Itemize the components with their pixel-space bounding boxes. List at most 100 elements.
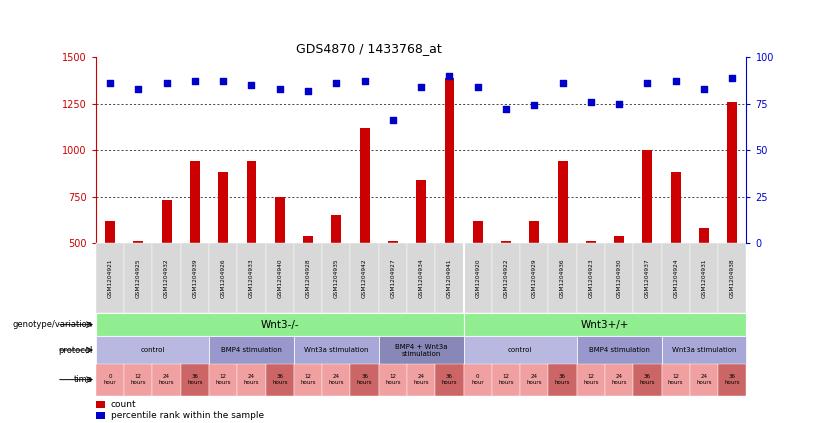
- Point: [132, 85, 145, 92]
- Point: [726, 74, 739, 81]
- Bar: [96, 243, 124, 313]
- Bar: [190, 161, 200, 336]
- Bar: [464, 364, 492, 396]
- Text: GSM1204942: GSM1204942: [362, 258, 367, 298]
- Bar: [605, 243, 633, 313]
- Text: GSM1204940: GSM1204940: [277, 258, 282, 298]
- Text: GSM1204938: GSM1204938: [730, 258, 735, 298]
- Bar: [492, 364, 520, 396]
- Text: 24
hours: 24 hours: [329, 374, 344, 385]
- Point: [386, 117, 399, 124]
- Text: GSM1204937: GSM1204937: [645, 258, 650, 298]
- Text: Wnt3a stimulation: Wnt3a stimulation: [304, 347, 369, 353]
- Bar: [105, 221, 115, 336]
- Point: [188, 78, 202, 85]
- Bar: [388, 242, 398, 336]
- Bar: [614, 236, 624, 336]
- Bar: [549, 364, 577, 396]
- Bar: [322, 364, 350, 396]
- Bar: [265, 243, 294, 313]
- Text: GSM1204928: GSM1204928: [305, 258, 310, 298]
- Point: [528, 102, 541, 109]
- Text: 36
hours: 36 hours: [640, 374, 656, 385]
- Bar: [133, 242, 143, 336]
- Bar: [294, 364, 322, 396]
- Bar: [162, 201, 172, 336]
- Point: [301, 87, 314, 94]
- Bar: [331, 215, 341, 336]
- Text: genotype/variation: genotype/variation: [13, 320, 93, 329]
- Text: count: count: [111, 400, 136, 409]
- Bar: [96, 412, 105, 419]
- Bar: [661, 336, 746, 364]
- Bar: [416, 180, 426, 336]
- Bar: [407, 243, 435, 313]
- Bar: [124, 243, 153, 313]
- Point: [697, 85, 711, 92]
- Point: [273, 85, 286, 92]
- Bar: [577, 243, 605, 313]
- Point: [217, 78, 230, 85]
- Text: Wnt3-/-: Wnt3-/-: [260, 320, 299, 330]
- Text: 24
hours: 24 hours: [158, 374, 174, 385]
- Bar: [690, 364, 718, 396]
- Bar: [350, 364, 379, 396]
- Text: time: time: [73, 375, 93, 384]
- Bar: [181, 243, 209, 313]
- Text: 0
hour: 0 hour: [471, 374, 484, 385]
- Bar: [549, 243, 577, 313]
- Bar: [209, 364, 238, 396]
- Point: [584, 99, 597, 105]
- Text: GSM1204920: GSM1204920: [475, 258, 480, 298]
- Text: BMP4 + Wnt3a
stimulation: BMP4 + Wnt3a stimulation: [395, 343, 447, 357]
- Text: GSM1204923: GSM1204923: [588, 258, 593, 298]
- Text: Wnt3a stimulation: Wnt3a stimulation: [671, 347, 736, 353]
- Bar: [407, 364, 435, 396]
- Text: 12
hours: 12 hours: [215, 374, 231, 385]
- Bar: [96, 313, 464, 336]
- Bar: [379, 364, 407, 396]
- Text: GSM1204936: GSM1204936: [560, 258, 565, 298]
- Point: [669, 78, 682, 85]
- Text: 24
hours: 24 hours: [414, 374, 429, 385]
- Text: BMP4 stimulation: BMP4 stimulation: [221, 347, 282, 353]
- Point: [500, 106, 513, 113]
- Bar: [435, 243, 464, 313]
- Point: [329, 80, 343, 87]
- Bar: [350, 243, 379, 313]
- Bar: [275, 197, 284, 336]
- Bar: [718, 243, 746, 313]
- Bar: [294, 243, 322, 313]
- Bar: [464, 243, 492, 313]
- Text: 36
hours: 36 hours: [187, 374, 203, 385]
- Text: 0
hour: 0 hour: [103, 374, 117, 385]
- Bar: [501, 242, 511, 336]
- Point: [641, 80, 654, 87]
- Point: [556, 80, 570, 87]
- Text: GSM1204921: GSM1204921: [108, 258, 113, 298]
- Point: [358, 78, 371, 85]
- Bar: [445, 77, 455, 336]
- Bar: [153, 243, 181, 313]
- Bar: [577, 364, 605, 396]
- Text: 36
hours: 36 hours: [272, 374, 288, 385]
- Bar: [473, 221, 483, 336]
- Text: 36
hours: 36 hours: [725, 374, 740, 385]
- Text: 12
hours: 12 hours: [583, 374, 599, 385]
- Bar: [181, 364, 209, 396]
- Bar: [661, 364, 690, 396]
- Text: GSM1204939: GSM1204939: [193, 258, 198, 298]
- Bar: [294, 336, 379, 364]
- Bar: [558, 161, 568, 336]
- Bar: [96, 364, 124, 396]
- Bar: [718, 364, 746, 396]
- Bar: [238, 243, 265, 313]
- Text: protocol: protocol: [58, 346, 93, 354]
- Text: GSM1204926: GSM1204926: [221, 258, 226, 298]
- Point: [160, 80, 173, 87]
- Text: 24
hours: 24 hours: [611, 374, 627, 385]
- Text: 24
hours: 24 hours: [526, 374, 542, 385]
- Text: 36
hours: 36 hours: [442, 374, 457, 385]
- Bar: [633, 364, 661, 396]
- Text: 36
hours: 36 hours: [555, 374, 570, 385]
